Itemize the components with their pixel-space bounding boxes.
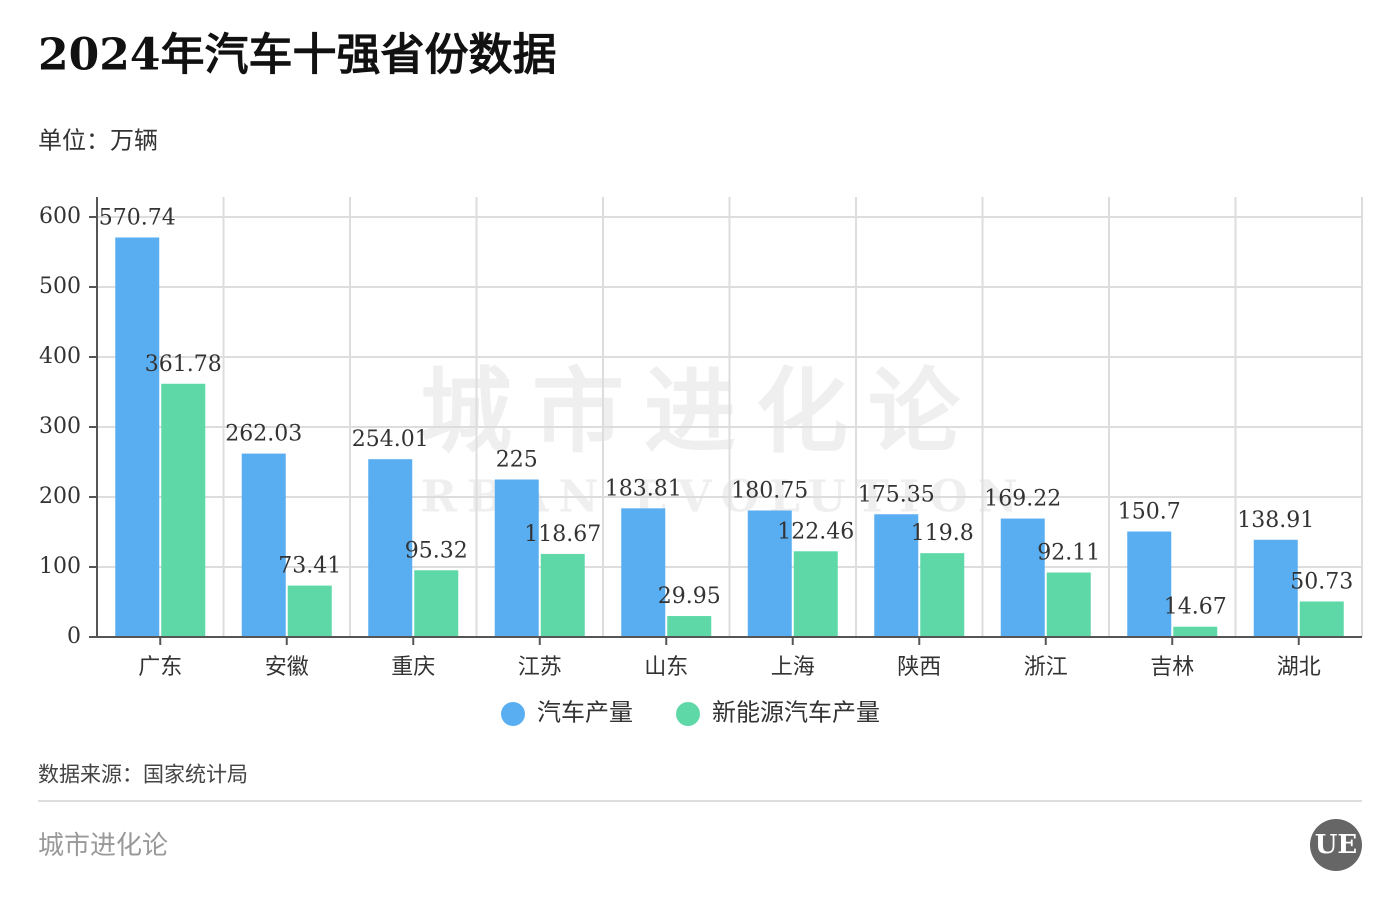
value-label: 150.7 — [1118, 500, 1181, 525]
bar — [1000, 518, 1045, 637]
x-tick-label: 陕西 — [897, 655, 941, 680]
x-tick-label: 江苏 — [518, 655, 562, 680]
value-label: 122.46 — [777, 519, 854, 544]
legend-marker — [676, 702, 700, 726]
value-label: 92.11 — [1037, 541, 1100, 566]
value-label: 119.8 — [911, 521, 974, 546]
value-label: 262.03 — [225, 422, 302, 447]
bar — [621, 508, 666, 637]
bar — [241, 453, 286, 637]
x-tick-label: 山东 — [644, 655, 688, 680]
legend-label: 新能源汽车产量 — [712, 699, 880, 727]
value-label: 175.35 — [858, 482, 935, 507]
chart-title: 2024年汽车十强省份数据 — [38, 30, 556, 81]
value-label: 29.95 — [658, 584, 721, 609]
x-tick-label: 重庆 — [391, 655, 435, 680]
bar — [494, 479, 539, 637]
bar — [747, 510, 792, 637]
y-tick-label: 100 — [39, 554, 81, 579]
value-label: 183.81 — [605, 476, 682, 501]
watermark: 城市进化论 — [420, 358, 980, 466]
footer: 城市进化论 — [38, 831, 168, 861]
x-tick-label: 广东 — [138, 655, 182, 680]
legend-label: 汽车产量 — [537, 699, 633, 727]
x-tick-label: 吉林 — [1150, 655, 1194, 680]
bar — [1173, 626, 1218, 637]
value-label: 50.73 — [1290, 569, 1353, 594]
bar — [1299, 601, 1344, 637]
bar — [667, 616, 712, 637]
plot-area: 0 100 200 300 400 500 600 广东 570.74 361.78 安徽 262.0… — [39, 197, 1363, 727]
bar — [115, 237, 160, 638]
x-tick-label: 浙江 — [1024, 655, 1068, 680]
value-label: 73.41 — [278, 554, 341, 579]
value-label: 254.01 — [352, 427, 429, 452]
value-label: 95.32 — [405, 538, 468, 563]
value-label: 570.74 — [99, 205, 176, 230]
x-tick-label: 安徽 — [265, 655, 309, 680]
subtitle: 单位：万辆 — [38, 127, 158, 155]
bar — [920, 553, 965, 637]
bar — [1046, 572, 1091, 637]
value-label: 169.22 — [984, 487, 1061, 512]
y-tick-label: 300 — [39, 414, 81, 439]
bar — [414, 570, 459, 637]
bar — [540, 553, 585, 637]
bar — [161, 383, 206, 637]
y-tick-label: 500 — [39, 274, 81, 299]
value-label: 361.78 — [145, 352, 222, 377]
y-tick-label: 600 — [39, 204, 81, 229]
bar — [287, 585, 332, 637]
legend-marker — [501, 702, 525, 726]
bar — [793, 551, 838, 637]
source: 数据来源：国家统计局 — [38, 763, 248, 787]
bar — [368, 459, 413, 637]
x-tick-label: 上海 — [771, 655, 815, 680]
y-tick-label: 400 — [39, 344, 81, 369]
value-label: 14.67 — [1164, 595, 1227, 620]
value-label: 225 — [496, 447, 538, 472]
x-tick-label: 湖北 — [1277, 655, 1321, 680]
value-label: 118.67 — [524, 522, 601, 547]
logo-text: UE — [1315, 830, 1358, 860]
y-tick-label: 200 — [39, 484, 81, 509]
y-tick-label: 0 — [67, 624, 81, 649]
bar — [874, 514, 919, 637]
value-label: 138.91 — [1237, 508, 1314, 533]
logo — [1310, 819, 1362, 871]
value-label: 180.75 — [731, 478, 808, 503]
bar — [1127, 531, 1172, 637]
bar — [1253, 539, 1298, 637]
